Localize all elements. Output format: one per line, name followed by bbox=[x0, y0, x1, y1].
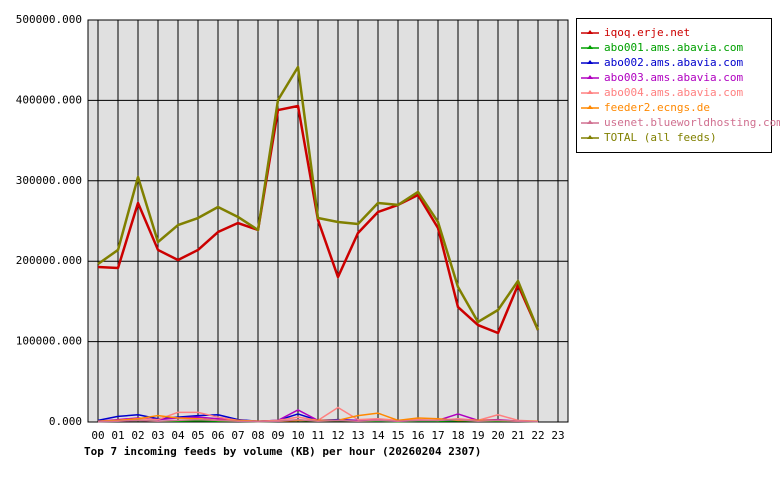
x-tick-label: 16 bbox=[411, 429, 424, 442]
x-tick-label: 23 bbox=[551, 429, 564, 442]
x-tick-label: 01 bbox=[111, 429, 124, 442]
x-tick-label: 21 bbox=[511, 429, 524, 442]
y-tick-label: 500000.000 bbox=[16, 13, 82, 26]
x-tick-label: 04 bbox=[171, 429, 185, 442]
legend-label: iqoq.erje.net bbox=[604, 26, 690, 39]
x-tick-label: 02 bbox=[131, 429, 144, 442]
x-tick-label: 13 bbox=[351, 429, 364, 442]
x-tick-label: 08 bbox=[251, 429, 264, 442]
legend-marker bbox=[587, 75, 593, 79]
y-tick-label: 100000.000 bbox=[16, 335, 82, 348]
legend-label: usenet.blueworldhosting.com bbox=[604, 116, 780, 129]
legend-label: abo003.ams.abavia.com bbox=[604, 71, 743, 84]
x-tick-label: 12 bbox=[331, 429, 344, 442]
x-tick-label: 11 bbox=[311, 429, 324, 442]
legend-label: feeder2.ecngs.de bbox=[604, 101, 710, 114]
legend-label: abo002.ams.abavia.com bbox=[604, 56, 743, 69]
legend-label: abo001.ams.abavia.com bbox=[604, 41, 743, 54]
legend-marker bbox=[587, 120, 593, 124]
legend-marker bbox=[587, 60, 593, 64]
x-tick-label: 00 bbox=[91, 429, 104, 442]
x-tick-label: 05 bbox=[191, 429, 204, 442]
legend-label: abo004.ams.abavia.com bbox=[604, 86, 743, 99]
series-line bbox=[97, 418, 539, 423]
legend-label: TOTAL (all feeds) bbox=[604, 131, 717, 144]
plot-border bbox=[87, 19, 569, 423]
x-tick-label: 09 bbox=[271, 429, 284, 442]
legend-marker bbox=[587, 105, 593, 109]
chart-title: Top 7 incoming feeds by volume (KB) per … bbox=[84, 445, 481, 458]
x-tick-label: 22 bbox=[531, 429, 544, 442]
y-tick-label: 300000.000 bbox=[16, 174, 82, 187]
y-tick-label: 0.000 bbox=[49, 415, 82, 428]
x-tick-label: 03 bbox=[151, 429, 164, 442]
x-tick-label: 17 bbox=[431, 429, 444, 442]
legend-marker bbox=[587, 90, 593, 94]
x-tick-label: 18 bbox=[451, 429, 464, 442]
x-tick-label: 19 bbox=[471, 429, 484, 442]
y-tick-label: 400000.000 bbox=[16, 93, 82, 106]
legend-box bbox=[576, 18, 772, 153]
legend-marker bbox=[587, 30, 593, 34]
y-tick-label: 200000.000 bbox=[16, 254, 82, 267]
legend-marker bbox=[587, 135, 593, 139]
legend-marker bbox=[587, 45, 593, 49]
series-line bbox=[97, 104, 540, 335]
series-line bbox=[97, 65, 540, 331]
x-tick-label: 15 bbox=[391, 429, 404, 442]
x-tick-label: 14 bbox=[371, 429, 385, 442]
x-tick-label: 06 bbox=[211, 429, 224, 442]
x-tick-label: 07 bbox=[231, 429, 244, 442]
x-tick-label: 20 bbox=[491, 429, 504, 442]
x-tick-label: 10 bbox=[291, 429, 304, 442]
